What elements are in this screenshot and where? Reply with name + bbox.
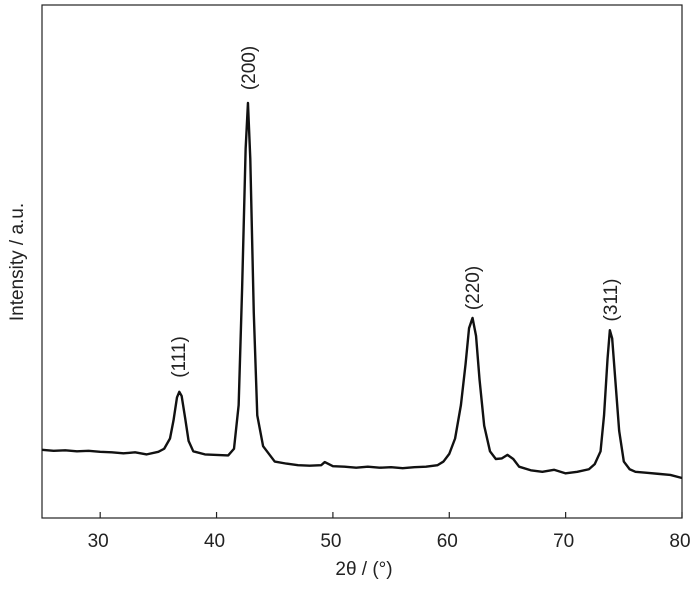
x-tick-label: 40 xyxy=(204,531,225,552)
x-tick-label: 60 xyxy=(437,531,458,552)
peak-annotation: (200) xyxy=(239,46,260,90)
x-tick-label: 30 xyxy=(88,531,109,552)
x-tick-label: 50 xyxy=(320,531,341,552)
y-axis-label: Intensity / a.u. xyxy=(7,203,28,321)
xrd-line xyxy=(41,101,683,480)
x-tick-label: 70 xyxy=(553,531,574,552)
x-tick-label: 80 xyxy=(669,531,690,552)
plot-frame xyxy=(41,4,683,519)
peak-annotation: (111) xyxy=(169,336,190,378)
peak-annotation: (220) xyxy=(463,266,484,310)
x-axis-label: 2θ / (°) xyxy=(335,559,392,580)
peak-annotation: (311) xyxy=(601,279,622,322)
